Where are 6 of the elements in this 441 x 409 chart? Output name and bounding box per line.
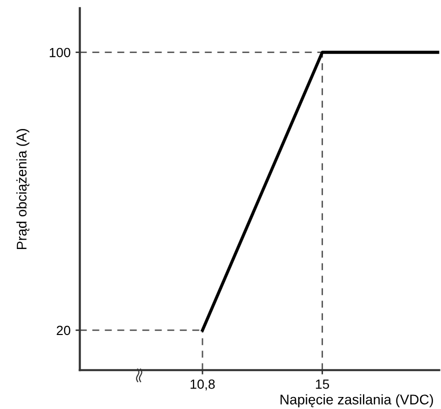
- x-tick-label: 15: [316, 380, 330, 389]
- x-tick-label: 10,8: [190, 380, 215, 390]
- x-axis-title: Napięcie zasilania (VDC): [280, 394, 433, 408]
- y-tick-label: 20: [56, 326, 70, 336]
- y-tick-label: 100: [50, 48, 70, 58]
- y-axis-title: Prąd obciążenia (A): [16, 129, 30, 250]
